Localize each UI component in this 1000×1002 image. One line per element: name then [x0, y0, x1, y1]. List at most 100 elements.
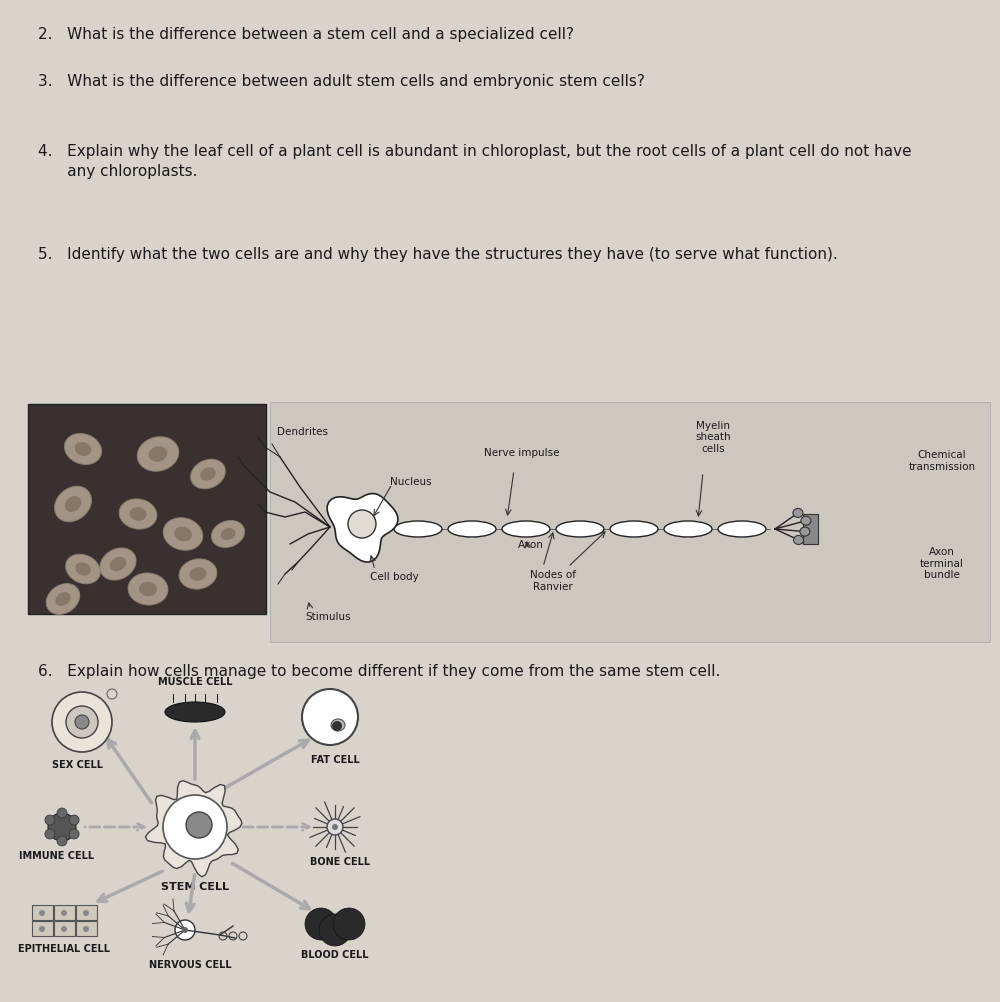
Ellipse shape	[718, 521, 766, 537]
Bar	[76, 905, 97, 920]
Ellipse shape	[221, 528, 235, 540]
Ellipse shape	[801, 516, 811, 525]
Polygon shape	[327, 494, 398, 562]
Polygon shape	[145, 781, 242, 877]
Circle shape	[327, 819, 343, 835]
Ellipse shape	[191, 459, 225, 489]
Bar	[54, 905, 75, 920]
Ellipse shape	[800, 527, 810, 536]
Ellipse shape	[129, 507, 147, 521]
Text: Axon: Axon	[518, 540, 544, 550]
Text: SEX CELL: SEX CELL	[52, 760, 103, 770]
Ellipse shape	[394, 521, 442, 537]
Text: Cell body: Cell body	[370, 572, 419, 582]
Text: Stimulus: Stimulus	[305, 612, 351, 622]
Ellipse shape	[46, 583, 80, 614]
Ellipse shape	[165, 702, 225, 722]
Text: BONE CELL: BONE CELL	[310, 857, 370, 867]
Text: 3.   What is the difference between adult stem cells and embryonic stem cells?: 3. What is the difference between adult …	[38, 74, 645, 89]
Circle shape	[39, 926, 45, 932]
Bar	[32, 921, 53, 936]
Ellipse shape	[610, 521, 658, 537]
Circle shape	[83, 910, 89, 916]
Circle shape	[305, 908, 337, 940]
Ellipse shape	[331, 719, 345, 731]
Ellipse shape	[174, 527, 192, 541]
Ellipse shape	[211, 520, 245, 547]
Bar	[28, 404, 266, 614]
Ellipse shape	[664, 521, 712, 537]
Text: Nerve impulse: Nerve impulse	[484, 448, 560, 458]
Circle shape	[45, 815, 55, 825]
Text: MUSCLE CELL: MUSCLE CELL	[158, 677, 232, 687]
Ellipse shape	[75, 442, 91, 456]
Ellipse shape	[793, 508, 803, 517]
Ellipse shape	[794, 535, 804, 544]
Text: Nucleus: Nucleus	[390, 477, 432, 487]
Ellipse shape	[179, 559, 217, 589]
Circle shape	[69, 815, 79, 825]
Text: Nodes of
Ranvier: Nodes of Ranvier	[530, 570, 576, 591]
Ellipse shape	[556, 521, 604, 537]
Bar	[54, 921, 75, 936]
Bar	[32, 905, 53, 920]
Circle shape	[52, 692, 112, 752]
Ellipse shape	[119, 499, 157, 529]
Text: 2.   What is the difference between a stem cell and a specialized cell?: 2. What is the difference between a stem…	[38, 27, 574, 42]
Circle shape	[39, 910, 45, 916]
Ellipse shape	[448, 521, 496, 537]
Bar	[803, 514, 818, 544]
Text: Chemical
transmission: Chemical transmission	[908, 451, 976, 472]
Circle shape	[302, 689, 358, 745]
Circle shape	[57, 836, 67, 846]
Ellipse shape	[163, 518, 203, 550]
Ellipse shape	[189, 567, 207, 581]
Text: any chloroplasts.: any chloroplasts.	[38, 164, 198, 179]
Ellipse shape	[137, 437, 179, 471]
Circle shape	[175, 920, 195, 940]
Ellipse shape	[502, 521, 550, 537]
Ellipse shape	[100, 548, 136, 580]
Circle shape	[66, 706, 98, 738]
Text: IMMUNE CELL: IMMUNE CELL	[19, 851, 95, 861]
Circle shape	[186, 812, 212, 838]
Circle shape	[333, 908, 365, 940]
Circle shape	[45, 829, 55, 839]
Circle shape	[83, 926, 89, 932]
Circle shape	[69, 829, 79, 839]
Ellipse shape	[149, 446, 167, 462]
Ellipse shape	[110, 557, 126, 571]
Ellipse shape	[66, 554, 100, 584]
Circle shape	[61, 926, 67, 932]
Ellipse shape	[65, 496, 81, 512]
Circle shape	[163, 795, 227, 859]
Ellipse shape	[200, 467, 216, 481]
Text: Dendrites: Dendrites	[278, 427, 328, 437]
Bar	[270, 402, 990, 642]
Text: STEM CELL: STEM CELL	[161, 882, 229, 892]
Text: FAT CELL: FAT CELL	[311, 755, 359, 765]
Text: Myelin
sheath
cells: Myelin sheath cells	[695, 421, 731, 454]
Text: NERVOUS CELL: NERVOUS CELL	[149, 960, 231, 970]
Ellipse shape	[75, 562, 91, 576]
Circle shape	[332, 721, 342, 731]
Circle shape	[75, 715, 89, 729]
Ellipse shape	[64, 434, 102, 465]
Ellipse shape	[55, 592, 71, 606]
Text: BLOOD CELL: BLOOD CELL	[301, 950, 369, 960]
Ellipse shape	[139, 582, 157, 596]
Circle shape	[48, 813, 76, 841]
Ellipse shape	[128, 573, 168, 605]
Circle shape	[57, 808, 67, 818]
Circle shape	[332, 824, 338, 830]
Text: 4.   Explain why the leaf cell of a plant cell is abundant in chloroplast, but t: 4. Explain why the leaf cell of a plant …	[38, 144, 912, 159]
Text: 5.   Identify what the two cells are and why they have the structures they have : 5. Identify what the two cells are and w…	[38, 247, 838, 262]
Text: EPITHELIAL CELL: EPITHELIAL CELL	[18, 944, 110, 954]
Text: 6.   Explain how cells manage to become different if they come from the same ste: 6. Explain how cells manage to become di…	[38, 664, 720, 679]
Circle shape	[319, 914, 351, 946]
Ellipse shape	[55, 486, 91, 522]
Bar	[76, 921, 97, 936]
Circle shape	[348, 510, 376, 538]
Circle shape	[182, 927, 188, 933]
Circle shape	[61, 910, 67, 916]
